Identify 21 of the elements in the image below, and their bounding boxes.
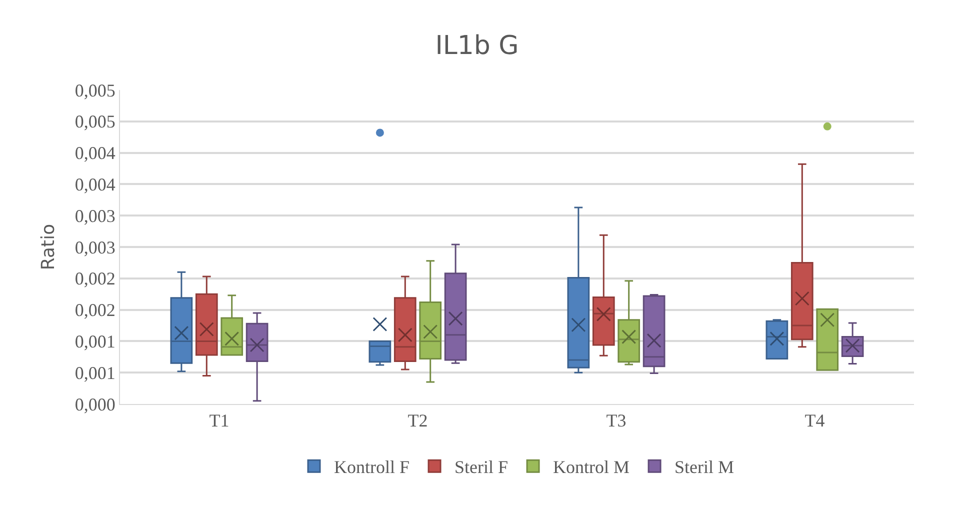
x-tick-label: T1 [209, 410, 230, 431]
legend-label: Steril M [674, 457, 734, 478]
legend-label: Kontrol M [553, 457, 630, 478]
y-tick-label: 0,000 [74, 394, 116, 414]
legend-label: Steril F [454, 457, 508, 478]
y-tick-label: 0,003 [74, 237, 116, 258]
y-tick-label: 0,001 [74, 332, 116, 352]
x-tick-label: T4 [804, 410, 825, 431]
y-tick-label: 0,002 [74, 300, 116, 320]
x-tick-label: T3 [606, 410, 626, 431]
y-axis-title: Ratio [38, 224, 60, 270]
chart-title: IL1b G [435, 31, 519, 62]
y-tick-label: 0,005 [74, 112, 116, 132]
x-tick-label: T2 [408, 410, 428, 431]
y-tick-label: 0,005 [74, 80, 116, 100]
y-tick-label: 0,003 [74, 206, 116, 226]
y-tick-label: 0,004 [74, 174, 116, 194]
y-tick-label: 0,002 [74, 268, 116, 289]
legend-label: Kontroll F [334, 457, 410, 478]
y-tick-label: 0,001 [74, 362, 116, 383]
y-tick-label: 0,004 [74, 143, 116, 164]
